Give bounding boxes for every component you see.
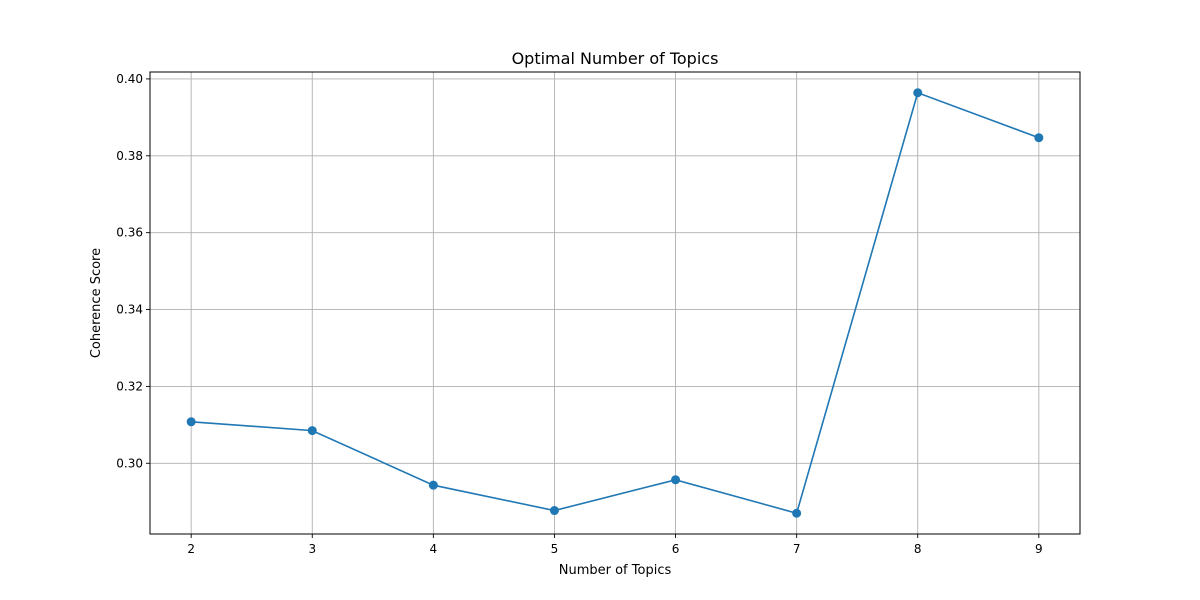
x-tick-label: 4: [430, 542, 438, 556]
x-tick-label: 6: [672, 542, 680, 556]
data-point: [792, 508, 802, 518]
series-coherence: [186, 88, 1044, 518]
y-tick-label: 0.36: [116, 226, 143, 240]
y-tick-label: 0.40: [116, 72, 143, 86]
data-point: [671, 475, 681, 485]
x-tick-label: 9: [1035, 542, 1043, 556]
data-point: [186, 417, 196, 427]
y-tick-label: 0.38: [116, 149, 143, 163]
plot-frame: [149, 71, 1081, 535]
x-axis-label: Number of Topics: [559, 563, 672, 578]
x-tick-label: 5: [551, 542, 559, 556]
data-point: [1034, 133, 1044, 143]
data-point: [549, 506, 559, 516]
y-axis-label: Coherence Score: [89, 248, 104, 358]
x-tick-label: 3: [308, 542, 316, 556]
data-point: [307, 426, 317, 436]
data-point: [913, 88, 923, 98]
axis-ticks: 2 3 4 5 6 7 8 9 0.30 0.32 0.34 0.36 0.38 0.40: [116, 72, 1042, 556]
x-tick-label: 8: [914, 542, 922, 556]
chart-title: Optimal Number of Topics: [512, 49, 719, 68]
y-tick-label: 0.34: [116, 303, 143, 317]
y-tick-label: 0.30: [116, 456, 143, 470]
x-tick-label: 7: [793, 542, 801, 556]
data-point: [428, 480, 438, 490]
x-tick-label: 2: [187, 542, 195, 556]
series-line: [191, 91, 1040, 515]
grid: [150, 72, 1080, 534]
y-tick-label: 0.32: [116, 379, 143, 393]
